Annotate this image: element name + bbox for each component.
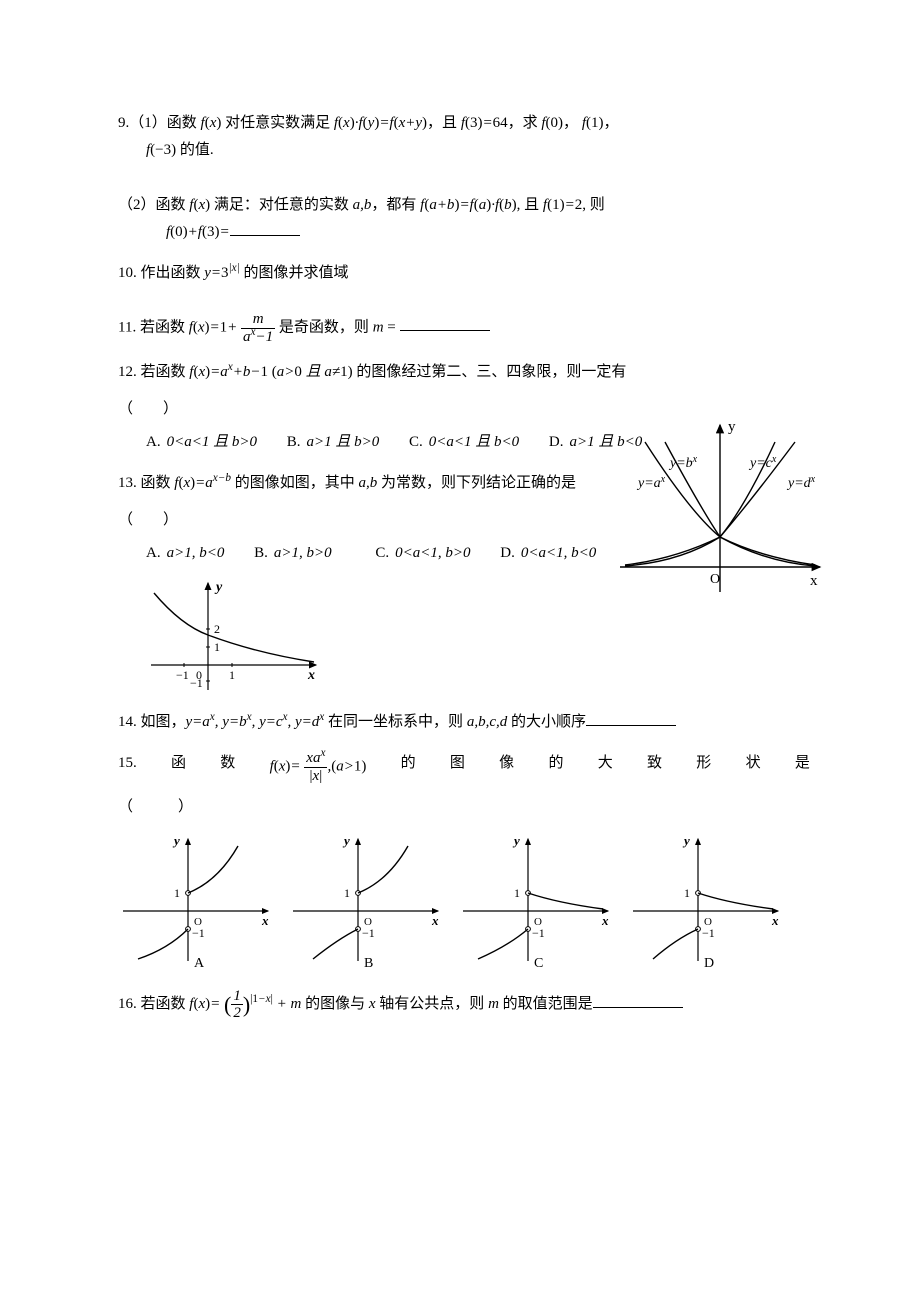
problem-15: 15.函数 f(x)= xax |x| ,(a>1) 的图像的大致形状是 （ ）…: [118, 750, 810, 971]
q15-paren: （ ）: [118, 794, 810, 821]
q15-panel-b: x y 1 O −1 B: [288, 831, 448, 971]
svg-text:B: B: [364, 956, 373, 971]
svg-text:y: y: [214, 580, 223, 595]
svg-text:y=ax: y=ax: [636, 474, 666, 492]
problem-16: 16. 若函数 f(x)= ( 1 2 )|1−x| + m 的图像与 x 轴有…: [118, 985, 810, 1025]
svg-text:x: x: [307, 668, 315, 683]
svg-text:x: x: [601, 913, 609, 928]
problem-13: 13. 函数 f(x)=ax−b 的图像如图，其中 a,b 为常数，则下列结论正…: [118, 470, 810, 695]
svg-text:y: y: [512, 833, 520, 848]
q9-part1-line1: 9.（1）函数 f(x) 对任意实数满足 f(x)·f(y)=f(x+y)，且 …: [118, 110, 810, 137]
svg-text:C: C: [534, 956, 543, 971]
svg-text:1: 1: [684, 886, 690, 900]
svg-text:1: 1: [214, 640, 220, 654]
problem-9: 9.（1）函数 f(x) 对任意实数满足 f(x)·f(y)=f(x+y)，且 …: [118, 110, 810, 246]
svg-text:x: x: [431, 913, 439, 928]
svg-text:2: 2: [214, 622, 220, 636]
svg-text:−1: −1: [362, 926, 375, 940]
svg-text:y: y: [682, 833, 690, 848]
svg-text:x: x: [771, 913, 779, 928]
problem-14: 14. 如图，y=ax, y=bx, y=cx, y=dx 在同一坐标系中，则 …: [118, 709, 810, 736]
svg-text:x: x: [261, 913, 269, 928]
q9-part2-line2: f(0)+f(3)=: [118, 219, 810, 246]
svg-text:O: O: [710, 572, 720, 587]
svg-text:−1: −1: [532, 926, 545, 940]
q16-blank: [593, 992, 683, 1008]
q9-blank: [230, 220, 300, 236]
svg-text:y: y: [342, 833, 350, 848]
q14-blank: [586, 710, 676, 726]
q15-panel-c: x y 1 O −1 C: [458, 831, 618, 971]
svg-text:1: 1: [174, 886, 180, 900]
q13-svg: x y −1 0 1 1 2 −1: [146, 575, 326, 695]
svg-text:y=cx: y=cx: [748, 454, 777, 472]
q16-base-den: 2: [231, 1005, 243, 1022]
q9-part1-line2: f(−3) 的值.: [118, 137, 810, 164]
svg-text:−1: −1: [192, 926, 205, 940]
svg-text:1: 1: [229, 668, 235, 682]
q9-part2-line1: （2）函数 f(x) 满足：对任意的实数 a,b，都有 f(a+b)=f(a)·…: [118, 192, 810, 219]
q15-stem: 15.函数 f(x)= xax |x| ,(a>1) 的图像的大致形状是: [118, 750, 810, 784]
svg-text:x: x: [810, 573, 818, 589]
svg-text:−1: −1: [702, 926, 715, 940]
q14-svg: x y O y=ax y=bx y=cx y=dx: [610, 417, 830, 607]
q16-base-num: 1: [231, 988, 243, 1006]
svg-text:−1: −1: [190, 676, 203, 690]
q11-frac-num: m: [241, 311, 275, 329]
problem-11: 11. 若函数 f(x)=1+ m ax−1 是奇函数，则 m =: [118, 311, 810, 345]
q11-blank: [400, 315, 490, 331]
q15-panel-d: x y 1 O −1 D: [628, 831, 788, 971]
svg-text:y: y: [728, 419, 736, 435]
svg-text:−1: −1: [176, 668, 189, 682]
svg-text:y: y: [172, 833, 180, 848]
svg-text:1: 1: [344, 886, 350, 900]
q15-panels: x y 1 O −1 A x y 1 O −1: [118, 831, 810, 971]
q11-frac-den: ax−1: [241, 329, 275, 346]
problem-10: 10. 作出函数 y=3|x| 的图像并求值域: [118, 260, 810, 287]
q15-panel-a: x y 1 O −1 A: [118, 831, 278, 971]
q12-stem: 12. 若函数 f(x)=ax+b−1 (a>0 且 a≠1) 的图像经过第二、…: [118, 359, 810, 386]
svg-text:1: 1: [514, 886, 520, 900]
svg-text:A: A: [194, 956, 205, 971]
svg-text:y=dx: y=dx: [786, 474, 816, 492]
q14-chart: x y O y=ax y=bx y=cx y=dx: [610, 417, 830, 607]
svg-text:y=bx: y=bx: [668, 454, 698, 472]
svg-text:D: D: [704, 956, 714, 971]
